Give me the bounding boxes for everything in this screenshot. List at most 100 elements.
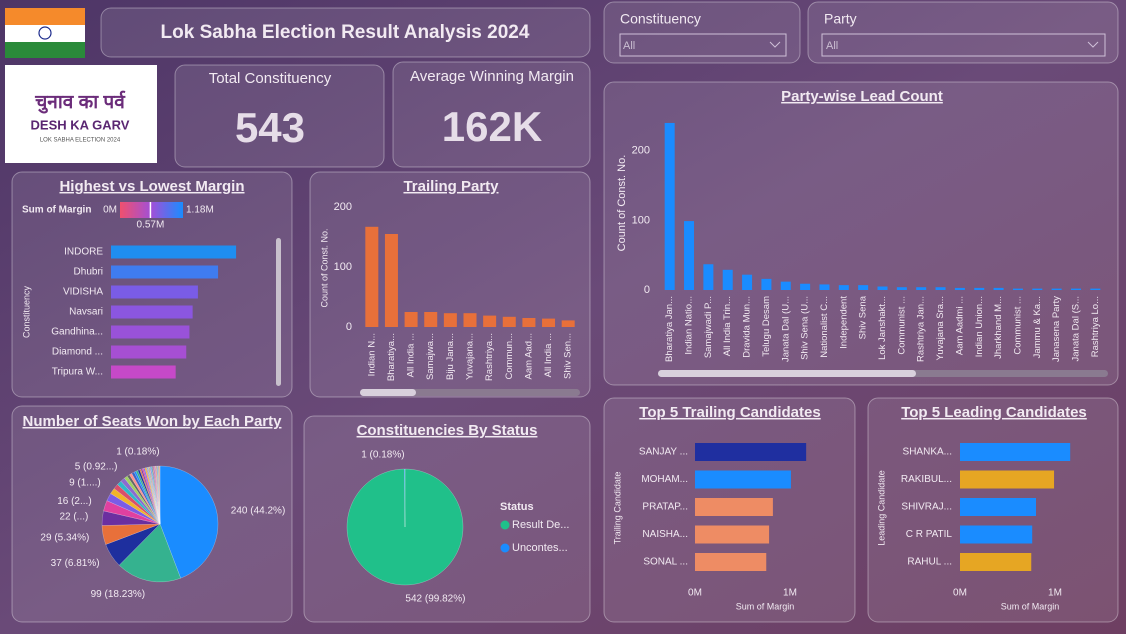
y-tick-label: Gandhina...	[51, 327, 103, 338]
x-tick-label: Indian N...	[366, 333, 377, 376]
x-tick-label: Dravida Mun...	[742, 296, 753, 358]
x-axis-label: Sum of Margin	[1001, 601, 1060, 611]
bar	[695, 525, 770, 544]
logo-text: DESH KA GARV	[31, 117, 130, 132]
x-tick-label: All India ...	[543, 333, 554, 377]
pie-slice	[404, 468, 406, 528]
bar	[384, 234, 398, 327]
chart-title: Trailing Party	[403, 178, 499, 195]
bar	[960, 443, 1071, 461]
chart-title: Top 5 Leading Candidates	[901, 404, 1087, 421]
chart-title: Number of Seats Won by Each Party	[23, 413, 283, 430]
bar	[819, 284, 830, 290]
x-tick-label: Commun...	[504, 333, 515, 379]
y-tick-label: C R PATIL	[906, 529, 953, 540]
legend-label: Uncontes...	[512, 542, 568, 554]
bar	[111, 285, 198, 299]
y-tick-label: 200	[334, 201, 352, 213]
bar	[935, 287, 946, 290]
x-tick-label: Yuvajana...	[465, 333, 476, 380]
chart-card	[603, 81, 1119, 386]
bar	[111, 265, 219, 279]
legend-label: 0.57M	[137, 220, 165, 231]
bar	[424, 312, 438, 327]
kpi-value: 162K	[442, 103, 542, 150]
x-tick-label: Rashtriya Lo...	[1090, 296, 1101, 357]
flag	[5, 8, 85, 58]
y-tick-label: PRATAP...	[642, 502, 688, 513]
y-tick-label: 0	[644, 284, 650, 296]
x-tick-label: Aam Aad...	[523, 333, 534, 379]
bar	[561, 320, 575, 327]
data-label: 99 (18.23%)	[91, 589, 145, 600]
x-tick-label: Samajwa...	[425, 333, 436, 380]
pie-slice	[118, 523, 181, 583]
y-tick-label: SANJAY ...	[639, 447, 688, 458]
kpi-value: 543	[235, 104, 305, 151]
bar	[111, 345, 187, 359]
y-axis-label: Trailing Candidate	[612, 472, 622, 545]
bar	[695, 443, 807, 461]
legend-title: Status	[500, 501, 534, 513]
chart-title: Highest vs Lowest Margin	[59, 178, 244, 195]
bar	[542, 318, 556, 327]
bar	[761, 278, 772, 290]
bar	[960, 525, 1033, 544]
chart-card	[309, 171, 591, 398]
bar	[483, 315, 497, 327]
x-tick-label: 0M	[688, 588, 702, 599]
bar	[684, 221, 695, 290]
chart-title: Constituencies By Status	[357, 422, 538, 439]
x-tick-label: 0M	[953, 588, 967, 599]
x-tick-label: Rashtriya Jan...	[916, 296, 927, 362]
legend-swatch	[500, 543, 510, 553]
chart-title: Top 5 Trailing Candidates	[639, 404, 820, 421]
scrollbar[interactable]	[658, 370, 916, 377]
logo-text: चुनाव का पर्व	[34, 90, 126, 114]
kpi-label: Average Winning Margin	[410, 68, 574, 85]
bar	[742, 274, 753, 290]
x-tick-label: Janata Dal (S...	[1070, 296, 1081, 361]
logo-card	[5, 65, 157, 163]
y-tick-label: SHIVRAJ...	[901, 502, 952, 513]
x-tick-label: Lok Janshakt...	[877, 296, 888, 360]
x-tick-label: Indian Natio...	[684, 296, 695, 355]
bar	[954, 287, 965, 290]
y-tick-label: Diamond ...	[52, 347, 103, 358]
bar	[960, 553, 1032, 571]
x-tick-label: Aam Aadmi ...	[954, 296, 965, 355]
bar	[695, 498, 773, 516]
bar	[111, 305, 193, 319]
dropdown-value: All	[826, 40, 838, 52]
data-label: 16 (2...)	[57, 496, 91, 507]
y-tick-label: VIDISHA	[63, 287, 103, 298]
x-tick-label: All India Trin...	[722, 296, 733, 356]
bar	[960, 498, 1036, 516]
chevron	[769, 41, 781, 48]
scrollbar[interactable]	[276, 238, 281, 386]
scrollbar[interactable]	[360, 389, 416, 396]
x-tick-label: Bharatiya...	[386, 333, 397, 381]
x-tick-label: Independent	[838, 296, 849, 349]
kpi-card	[392, 61, 591, 168]
legend-label: Result De...	[512, 519, 569, 531]
bar	[1032, 288, 1043, 290]
pie-slice	[159, 465, 219, 579]
y-tick-label: 0	[346, 321, 352, 333]
dropdown[interactable]	[821, 33, 1106, 57]
dropdown[interactable]	[619, 33, 787, 57]
x-tick-label: Biju Jana...	[445, 333, 456, 380]
y-tick-label: RAKIBUL...	[901, 474, 952, 485]
x-tick-label: Shiv Sen...	[563, 333, 574, 379]
x-tick-label: All India ...	[406, 333, 417, 377]
bar	[111, 245, 237, 259]
data-label: 5 (0.92...)	[75, 462, 118, 473]
bar	[877, 286, 888, 290]
bar	[993, 287, 1004, 290]
bar	[695, 470, 791, 489]
legend-label: 1.18M	[186, 205, 214, 216]
bar	[858, 285, 869, 290]
legend-label: 0M	[103, 205, 117, 216]
y-tick-label: 200	[632, 145, 650, 157]
